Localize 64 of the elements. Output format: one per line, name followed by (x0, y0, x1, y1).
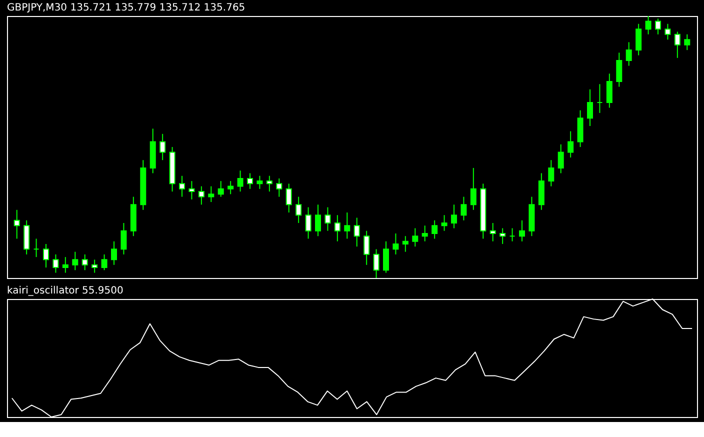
candlestick (334, 214, 340, 242)
candlestick (62, 256, 68, 274)
candlestick (208, 186, 214, 203)
candlestick (92, 259, 98, 274)
candlestick (402, 236, 408, 252)
candlestick (179, 175, 185, 198)
candlestick (460, 196, 467, 221)
candlestick (636, 23, 642, 56)
candlestick (509, 228, 516, 242)
candlestick (645, 16, 652, 35)
candlestick (111, 240, 117, 266)
candlestick (616, 52, 622, 88)
candlestick (276, 178, 282, 198)
candlestick (228, 180, 234, 195)
candlestick (72, 251, 78, 271)
candlestick (500, 228, 506, 244)
candlestick (305, 206, 312, 240)
candlestick (432, 220, 438, 240)
candlestick (43, 243, 49, 268)
candlestick (596, 84, 603, 114)
candlestick (324, 206, 331, 232)
candlestick (519, 220, 525, 242)
candlestick (470, 167, 476, 210)
candlestick (412, 228, 418, 248)
candlestick (14, 209, 20, 240)
candlestick (256, 175, 263, 190)
candlestick (441, 214, 448, 232)
candlestick (451, 204, 457, 229)
candlestick (568, 130, 574, 158)
candlestick (188, 180, 195, 200)
candlestick (286, 183, 292, 213)
candlestick (364, 230, 370, 266)
candlestick (24, 220, 30, 255)
candlestick (247, 172, 253, 190)
candlestick (354, 217, 360, 248)
candlestick (82, 254, 88, 271)
candlestick (237, 170, 244, 192)
chart-title: kairi_oscillator 55.9500 (7, 286, 124, 296)
candlestick (33, 238, 40, 258)
candlestick (266, 175, 272, 192)
candlestick (664, 23, 671, 40)
candlestick (101, 254, 108, 271)
candlestick (587, 88, 593, 127)
candlestick (344, 212, 350, 240)
candlestick (422, 225, 428, 242)
candlestick (392, 232, 399, 255)
candlestick (198, 186, 204, 206)
candlestick (577, 110, 584, 148)
candlestick (160, 133, 166, 161)
candlestick (296, 196, 302, 224)
candlestick (383, 240, 389, 274)
candlestick (538, 172, 544, 210)
candlestick (315, 204, 321, 237)
candlestick (684, 34, 690, 51)
candlestick (674, 31, 680, 58)
candlestick (606, 73, 612, 108)
candlestick (558, 144, 564, 174)
candlestick (490, 222, 496, 242)
candlestick (120, 222, 127, 255)
candlestick (52, 254, 59, 274)
candlestick (218, 180, 224, 198)
candlestick (548, 160, 554, 187)
chart-title: GBPJPY,M30 135.721 135.779 135.712 135.765 (7, 2, 246, 14)
candlestick (626, 42, 632, 66)
